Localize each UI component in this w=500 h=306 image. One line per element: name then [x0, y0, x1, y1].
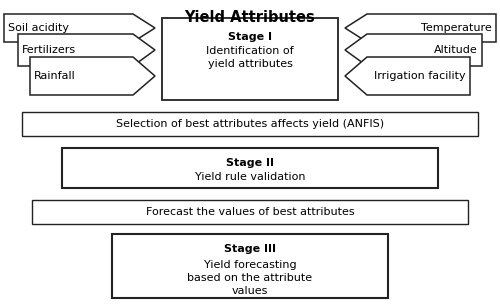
Polygon shape: [345, 57, 470, 95]
Polygon shape: [345, 34, 482, 66]
Bar: [32, 200, 468, 224]
Text: Soil acidity: Soil acidity: [8, 23, 69, 33]
Text: Selection of best attributes affects yield (ANFIS): Selection of best attributes affects yie…: [116, 119, 384, 129]
Text: Yield forecasting
based on the attribute
values: Yield forecasting based on the attribute…: [188, 260, 312, 297]
Text: Irrigation facility: Irrigation facility: [374, 71, 466, 81]
Text: Identification of
yield attributes: Identification of yield attributes: [206, 46, 294, 69]
Bar: [162, 18, 338, 100]
Text: Stage I: Stage I: [228, 32, 272, 42]
Bar: [22, 112, 478, 136]
Text: Stage III: Stage III: [224, 244, 276, 254]
Polygon shape: [4, 14, 155, 42]
Text: Fertilizers: Fertilizers: [22, 45, 76, 55]
Text: Stage II: Stage II: [226, 158, 274, 168]
Text: Rainfall: Rainfall: [34, 71, 76, 81]
Text: Forecast the values of best attributes: Forecast the values of best attributes: [146, 207, 354, 217]
Bar: [62, 148, 438, 188]
Text: Yield rule validation: Yield rule validation: [195, 172, 305, 182]
Polygon shape: [345, 14, 496, 42]
Polygon shape: [30, 57, 155, 95]
Text: Temperature: Temperature: [421, 23, 492, 33]
Bar: [112, 234, 388, 298]
Text: Altitude: Altitude: [434, 45, 478, 55]
Text: Yield Attributes: Yield Attributes: [184, 10, 316, 25]
Polygon shape: [18, 34, 155, 66]
